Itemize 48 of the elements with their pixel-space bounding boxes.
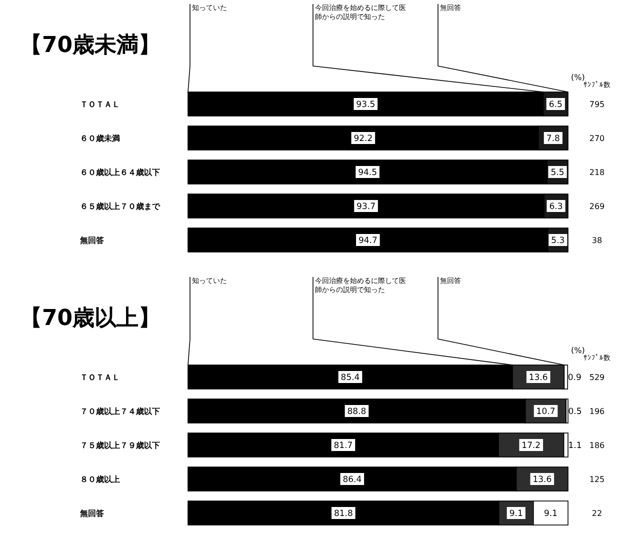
text: 269 bbox=[589, 202, 605, 211]
x-axis-title: (%) bbox=[571, 73, 585, 82]
data-label: 81.7 bbox=[334, 441, 353, 451]
chart-title: 【70歳以上】 bbox=[20, 306, 161, 331]
y-tick-label: ６０歳以上６４歳以下 bbox=[80, 168, 160, 177]
data-label: 9.1 bbox=[544, 509, 558, 519]
data-label: 92.2 bbox=[354, 134, 373, 144]
data-label: 5.3 bbox=[551, 236, 565, 246]
x-axis-title: (%) bbox=[571, 346, 585, 355]
data-label: 81.8 bbox=[334, 509, 353, 519]
data-label: 7.8 bbox=[546, 134, 560, 144]
data-label: 5.5 bbox=[550, 168, 564, 178]
text: 529 bbox=[589, 373, 605, 382]
text: 186 bbox=[589, 441, 605, 450]
data-label: 6.3 bbox=[549, 202, 563, 212]
data-label: 6.5 bbox=[548, 100, 562, 110]
text: 22 bbox=[592, 509, 602, 518]
y-tick-label: ７５歳以上７９歳以下 bbox=[80, 441, 160, 450]
data-label: 94.5 bbox=[358, 168, 378, 178]
text: 125 bbox=[589, 475, 605, 484]
y-tick-label: ＴＯＴＡＬ bbox=[80, 100, 120, 109]
y-tick-label: ６０歳未満 bbox=[80, 134, 120, 143]
text: 38 bbox=[592, 236, 602, 245]
text: 270 bbox=[589, 134, 605, 143]
data-label: 0.5 bbox=[568, 407, 582, 417]
data-label: 88.8 bbox=[347, 407, 366, 417]
y-tick-label: ８０歳以上 bbox=[80, 475, 120, 484]
data-label: 85.4 bbox=[340, 373, 360, 383]
data-label: 10.7 bbox=[536, 407, 556, 417]
data-label: 13.6 bbox=[532, 475, 552, 485]
chart-title: 【70歳未満】 bbox=[20, 33, 161, 58]
data-label: 17.2 bbox=[522, 441, 541, 451]
text: 795 bbox=[589, 100, 605, 109]
y-tick-label: 無回答 bbox=[79, 236, 105, 245]
y-tick-label: ７０歳以上７４歳以下 bbox=[80, 407, 160, 416]
text: 218 bbox=[589, 168, 605, 177]
data-label: 93.5 bbox=[356, 100, 376, 110]
y-tick-label: 無回答 bbox=[79, 509, 105, 518]
data-label: 13.6 bbox=[528, 373, 548, 383]
y-tick-label: ６５歳以上７０歳まで bbox=[80, 202, 161, 211]
data-label: 1.1 bbox=[568, 441, 582, 451]
data-label: 0.9 bbox=[568, 373, 582, 383]
y-tick-label: ＴＯＴＡＬ bbox=[80, 373, 120, 382]
data-label: 93.7 bbox=[356, 202, 376, 212]
data-label: 94.7 bbox=[358, 236, 378, 246]
text: 196 bbox=[589, 407, 605, 416]
data-label: 86.4 bbox=[342, 475, 362, 485]
data-label: 9.1 bbox=[509, 509, 523, 519]
